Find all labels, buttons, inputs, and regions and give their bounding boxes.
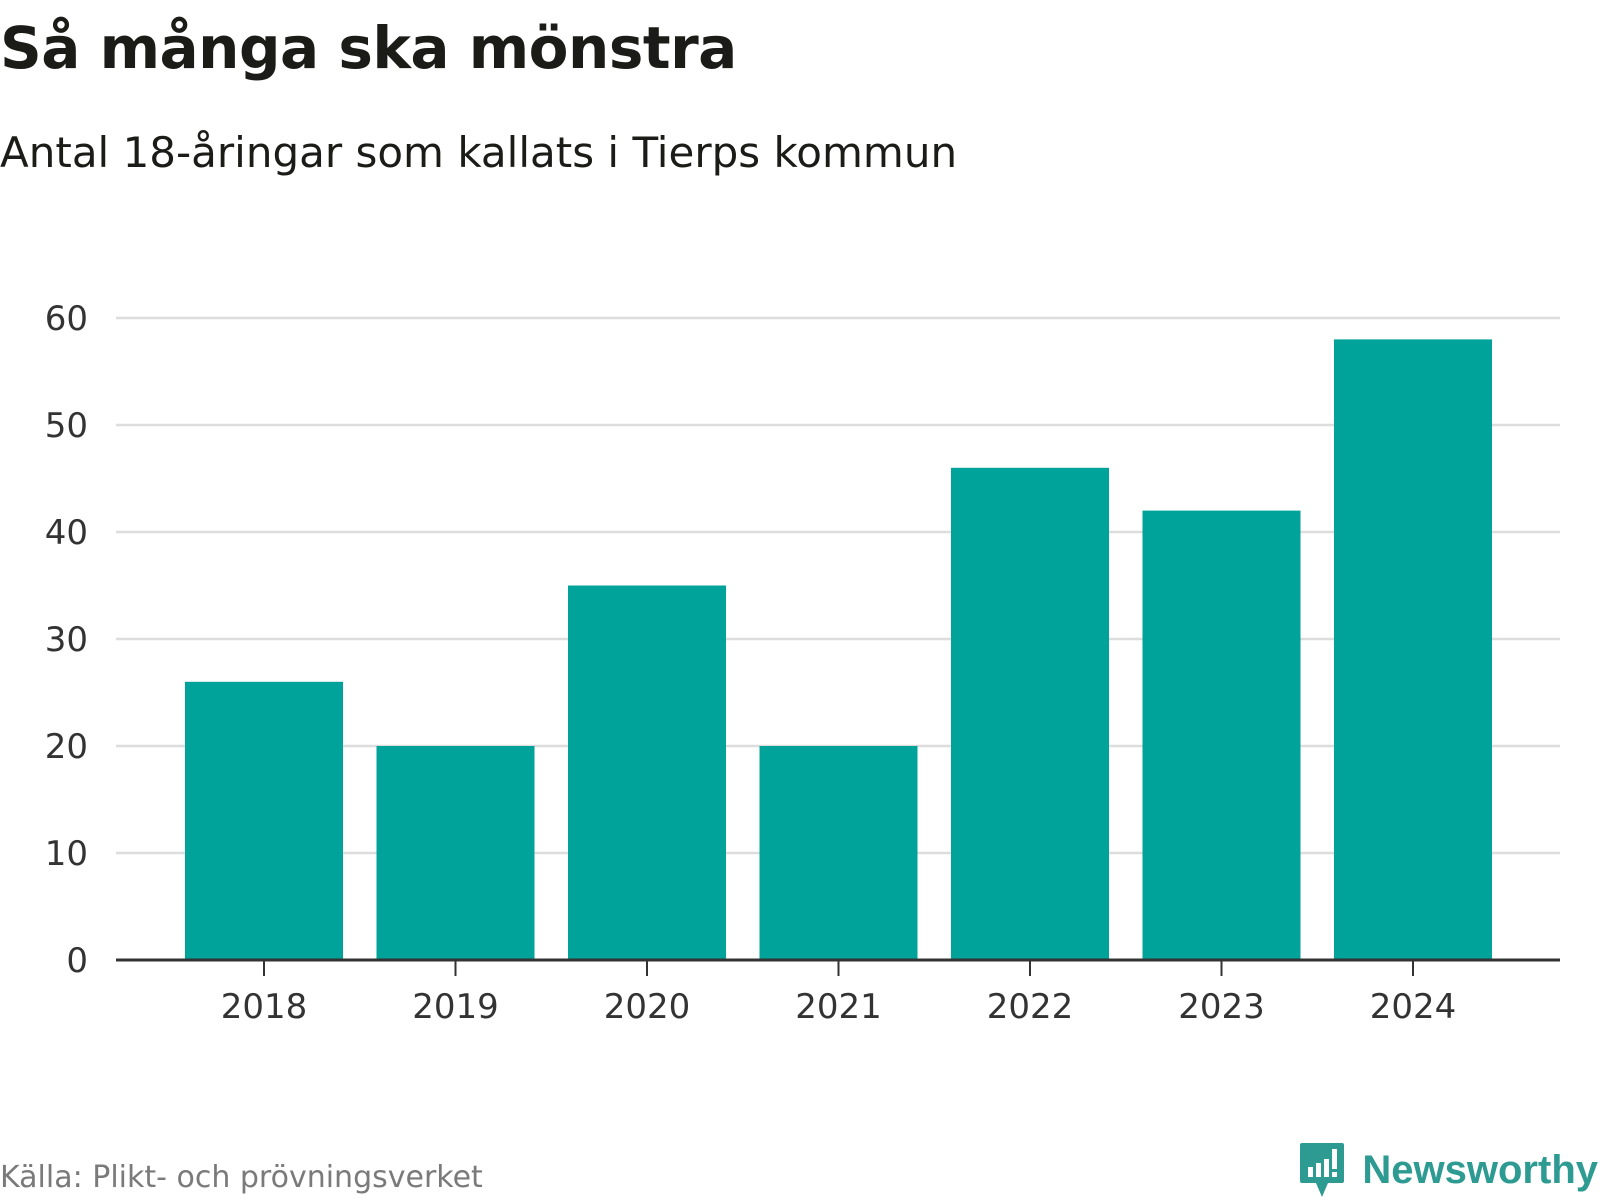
- bar-2020: [568, 585, 726, 960]
- x-axis: [116, 958, 1560, 976]
- brand: Newsworthy: [1298, 1142, 1598, 1198]
- x-tick-label: 2024: [1370, 987, 1457, 1027]
- y-tick-label: 50: [45, 406, 88, 446]
- x-tick-label: 2018: [221, 987, 308, 1027]
- x-tick-label: 2020: [604, 987, 691, 1027]
- bar-2019: [376, 746, 535, 960]
- newsworthy-logo-icon: [1300, 1143, 1345, 1197]
- bar-2023: [1142, 510, 1301, 960]
- bar-2022: [951, 467, 1109, 960]
- y-tick-label: 30: [45, 620, 88, 660]
- x-tick-label: 2021: [795, 987, 882, 1027]
- source-note: Källa: Plikt- och prövningsverket: [0, 1160, 483, 1195]
- y-axis-ticks: 0 10 20 30 40 50 60: [45, 299, 88, 981]
- brand-name: Newsworthy: [1362, 1147, 1598, 1192]
- x-tick-label: 2022: [987, 987, 1074, 1027]
- y-tick-label: 0: [66, 941, 88, 981]
- bar-2021: [759, 746, 918, 960]
- bars: [185, 339, 1492, 960]
- chart-subtitle: Antal 18-åringar som kallats i Tierps ko…: [0, 128, 958, 177]
- y-tick-label: 60: [45, 299, 88, 339]
- bar-2024: [1334, 339, 1492, 960]
- y-tick-label: 40: [45, 513, 88, 553]
- chart-title: Så många ska mönstra: [0, 14, 737, 82]
- x-tick-label: 2019: [412, 987, 499, 1027]
- x-axis-ticks: 2018 2019 2020 2021 2022 2023 2024: [221, 987, 1457, 1027]
- bar-2018: [185, 681, 343, 960]
- x-tick-label: 2023: [1178, 987, 1265, 1027]
- y-tick-label: 10: [45, 834, 88, 874]
- y-tick-label: 20: [45, 727, 88, 767]
